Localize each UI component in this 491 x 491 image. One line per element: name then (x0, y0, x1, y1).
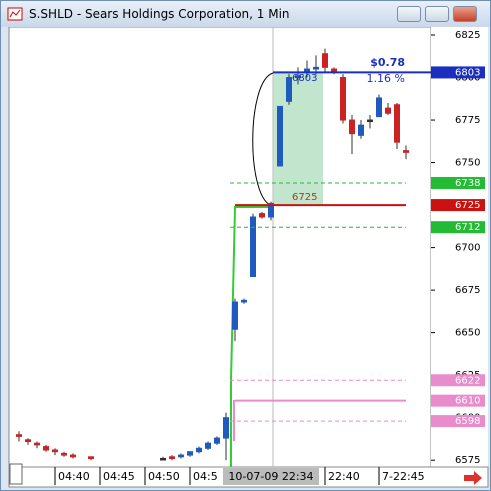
price-level-box (431, 394, 485, 407)
x-tick-label: 04:45 (103, 470, 135, 483)
y-tick-label: 6675 (455, 285, 480, 296)
candle-body (70, 454, 76, 458)
x-tick-label: 7-22:45 (382, 470, 425, 483)
candle-body (322, 53, 328, 68)
price-level-box (431, 221, 485, 234)
candle-body (232, 301, 238, 330)
candle-body (241, 299, 247, 303)
chart: 6575660066256650667567006725675067756800… (8, 27, 489, 488)
price-level-label: 6610 (455, 396, 480, 407)
candle-body (403, 150, 409, 153)
candle-body (25, 439, 31, 442)
candle-body (187, 451, 193, 456)
candle-body (376, 97, 382, 118)
candle-body (250, 216, 256, 278)
price-level-label: 6598 (455, 416, 480, 427)
candle-body (385, 107, 391, 114)
order-line (230, 206, 269, 467)
candle-body (223, 417, 229, 439)
price-axis (431, 27, 488, 467)
candle-body (205, 442, 211, 449)
price-level-box (431, 66, 485, 79)
title-bar: S.SHLD - Sears Holdings Corporation, 1 M… (1, 1, 490, 27)
candle-body (268, 202, 274, 218)
maximize-button[interactable] (425, 6, 449, 22)
candle-body (340, 77, 346, 121)
candle-body (88, 456, 94, 459)
measure-start-label: 6725 (292, 192, 317, 203)
candle-body (349, 119, 355, 135)
price-level-box (431, 199, 485, 212)
candle-body (52, 449, 58, 453)
scroll-box[interactable] (9, 463, 23, 485)
close-button[interactable] (453, 6, 477, 22)
candle-body (295, 75, 301, 79)
x-tick-label: 04:50 (148, 470, 180, 483)
candle-body (196, 447, 202, 453)
candle-body (214, 437, 220, 444)
candle-body (178, 454, 184, 458)
y-tick-label: 6650 (455, 328, 480, 339)
minimize-button[interactable] (397, 6, 421, 22)
y-tick-label: 6700 (455, 243, 480, 254)
x-tick-label: 22:40 (328, 470, 360, 483)
window-title: S.SHLD - Sears Holdings Corporation, 1 M… (29, 7, 290, 21)
scroll-arrow[interactable] (464, 471, 482, 485)
x-tick-label: 10-07-09 22:34 (228, 470, 313, 483)
candle-body (61, 452, 67, 456)
candle-body (358, 124, 364, 136)
y-tick-label: 6750 (455, 158, 480, 169)
app-icon (7, 7, 23, 21)
price-level-box (431, 176, 485, 189)
y-tick-label: 6825 (455, 30, 480, 41)
price-level-label: 6803 (455, 67, 480, 78)
measure-change: $0.78 (370, 56, 405, 69)
candle-body (394, 104, 400, 143)
x-tick-label: 04:40 (58, 470, 90, 483)
price-level-label: 6725 (455, 200, 480, 211)
measure-percent: 1.16 % (367, 72, 405, 85)
candle-body (367, 119, 373, 123)
y-tick-label: 6575 (455, 455, 480, 466)
candle-body (259, 213, 265, 218)
price-level-label: 6622 (455, 375, 480, 386)
candle-body (43, 446, 49, 451)
candle-body (277, 105, 283, 167)
x-tick-label: 04:5 (193, 470, 218, 483)
plot-area (8, 27, 432, 468)
price-level-box (431, 374, 485, 387)
measure-arc (252, 72, 274, 207)
price-level-box (431, 415, 485, 428)
price-level-label: 6712 (455, 222, 480, 233)
candle-body (16, 434, 22, 437)
candle-body (34, 442, 40, 446)
candle-body (160, 457, 166, 461)
candle-body (313, 66, 319, 70)
candle-body (286, 77, 292, 102)
y-tick-label: 6775 (455, 115, 480, 126)
price-level-label: 6738 (455, 178, 480, 189)
candle-body (169, 456, 175, 459)
time-highlight (223, 468, 319, 485)
measure-end-label: 6803 (292, 73, 317, 84)
